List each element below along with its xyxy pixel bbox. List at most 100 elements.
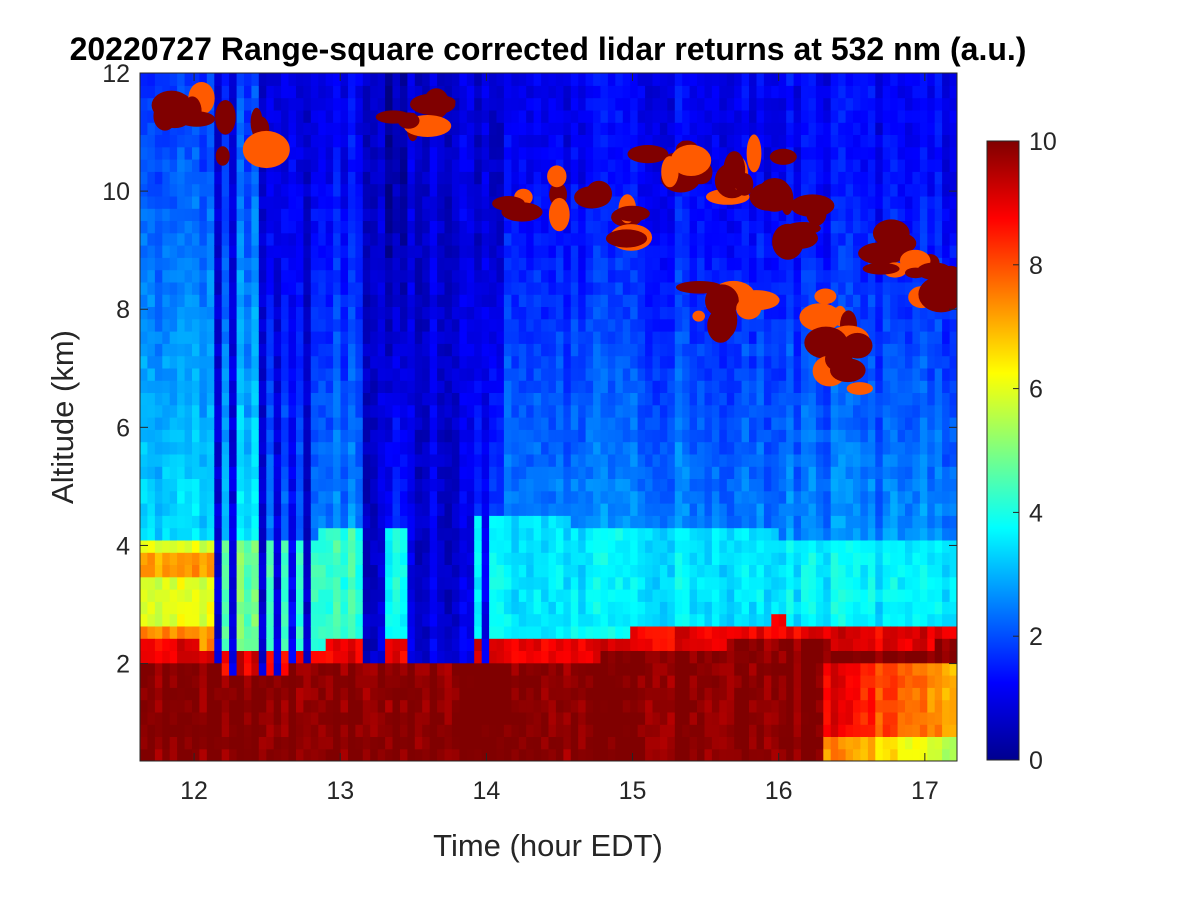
heatmap-cell xyxy=(563,625,572,639)
heatmap-cell xyxy=(400,171,408,185)
heatmap-cell xyxy=(340,245,349,258)
heatmap-cell xyxy=(682,711,691,725)
heatmap-cell xyxy=(578,625,587,639)
heatmap-cell xyxy=(541,392,550,406)
heatmap-cell xyxy=(548,392,557,406)
heatmap-cell xyxy=(622,601,631,615)
heatmap-cell xyxy=(318,281,327,295)
heatmap-cell xyxy=(466,478,475,492)
heatmap-cell xyxy=(362,564,371,578)
heatmap-cell xyxy=(763,576,772,590)
heatmap-cell xyxy=(689,527,698,541)
heatmap-cell xyxy=(377,687,386,701)
heatmap-cell xyxy=(154,601,163,615)
heatmap-cell xyxy=(206,343,215,357)
heatmap-cell xyxy=(786,675,795,688)
heatmap-cell xyxy=(600,662,609,676)
heatmap-cell xyxy=(333,638,342,651)
heatmap-cell xyxy=(414,711,423,725)
heatmap-cell xyxy=(645,355,654,369)
heatmap-cell xyxy=(474,281,483,295)
heatmap-cell xyxy=(719,552,728,565)
heatmap-cell xyxy=(325,109,334,123)
heatmap-cell xyxy=(229,490,238,504)
heatmap-cell xyxy=(244,490,252,504)
heatmap-cell xyxy=(719,134,728,148)
heatmap-cell xyxy=(541,662,550,676)
heatmap-cell xyxy=(667,97,676,111)
heatmap-cell xyxy=(184,711,193,725)
heatmap-cell xyxy=(526,724,535,737)
heatmap-cell xyxy=(377,601,386,615)
heatmap-cell xyxy=(593,146,602,160)
heatmap-cell xyxy=(362,85,371,99)
heatmap-cell xyxy=(400,134,408,148)
heatmap-cell xyxy=(451,675,460,688)
heatmap-cell xyxy=(154,183,163,197)
heatmap-cell xyxy=(429,453,438,467)
heatmap-cell xyxy=(169,392,178,406)
heatmap-cell xyxy=(362,453,371,467)
heatmap-cell xyxy=(236,613,245,627)
heatmap-cell xyxy=(162,662,171,676)
heatmap-cell xyxy=(786,281,795,295)
heatmap-cell xyxy=(333,367,342,381)
heatmap-cell xyxy=(236,650,245,664)
heatmap-cell xyxy=(711,122,720,135)
heatmap-cell xyxy=(674,466,683,479)
heatmap-cell xyxy=(206,625,215,639)
heatmap-cell xyxy=(719,650,728,664)
heatmap-cell xyxy=(258,441,267,455)
heatmap-cell xyxy=(682,417,691,430)
heatmap-cell xyxy=(578,576,587,590)
heatmap-cell xyxy=(667,552,676,565)
heatmap-cell xyxy=(541,736,550,750)
heatmap-cell xyxy=(385,478,394,492)
heatmap-cell xyxy=(385,208,394,221)
heatmap-cell xyxy=(689,134,698,148)
heatmap-cell xyxy=(481,195,490,209)
heatmap-cell xyxy=(637,281,646,295)
heatmap-cell xyxy=(793,699,802,713)
heatmap-cell xyxy=(140,429,148,443)
heatmap-cell xyxy=(414,429,423,443)
heatmap-cell xyxy=(489,159,498,172)
heatmap-cell xyxy=(303,453,312,467)
heatmap-cell xyxy=(400,343,408,357)
heatmap-cell xyxy=(563,331,572,344)
heatmap-cell xyxy=(793,269,802,283)
heatmap-cell xyxy=(570,441,579,455)
heatmap-cell xyxy=(325,699,334,713)
heatmap-cell xyxy=(140,478,148,492)
heatmap-cell xyxy=(355,490,364,504)
heatmap-cell xyxy=(689,306,698,320)
heatmap-cell xyxy=(355,527,364,541)
heatmap-cell xyxy=(526,687,535,701)
heatmap-cell xyxy=(318,97,327,111)
heatmap-cell xyxy=(177,576,186,590)
heatmap-cell xyxy=(645,220,654,234)
heatmap-cell xyxy=(503,183,512,197)
heatmap-cell xyxy=(615,109,624,123)
heatmap-cell xyxy=(607,724,616,737)
heatmap-cell xyxy=(154,355,163,369)
heatmap-cell xyxy=(622,343,631,357)
heatmap-cell xyxy=(578,294,587,307)
heatmap-cell xyxy=(251,466,260,479)
heatmap-cell xyxy=(697,748,705,761)
heatmap-cell xyxy=(422,625,431,639)
heatmap-cell xyxy=(659,355,668,369)
heatmap-cell xyxy=(281,109,290,123)
heatmap-cell xyxy=(303,711,312,725)
heatmap-cell xyxy=(704,478,713,492)
heatmap-cell xyxy=(429,662,438,676)
heatmap-cell xyxy=(570,503,579,516)
heatmap-cell xyxy=(771,711,780,725)
heatmap-cell xyxy=(310,478,319,492)
heatmap-cell xyxy=(370,527,379,541)
heatmap-cell xyxy=(496,736,505,750)
heatmap-cell xyxy=(496,441,505,455)
heatmap-cell xyxy=(697,466,705,479)
heatmap-cell xyxy=(674,417,683,430)
heatmap-cell xyxy=(786,355,795,369)
